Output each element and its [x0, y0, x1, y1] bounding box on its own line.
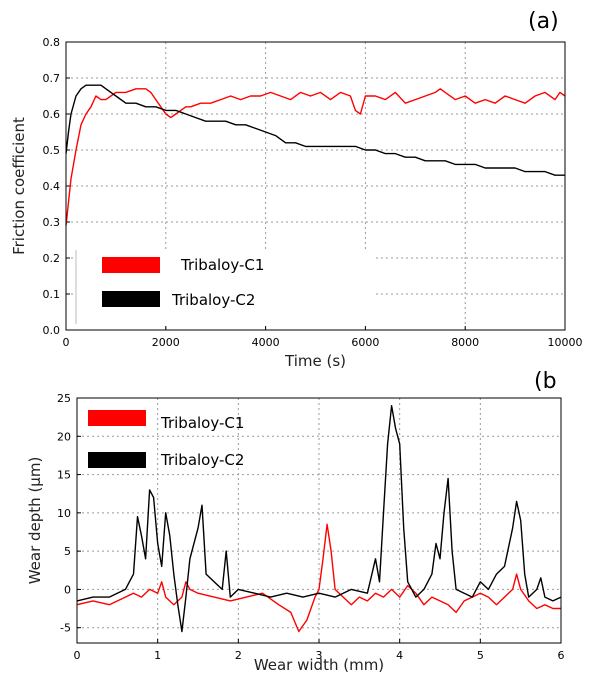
y-tick-label: 20: [57, 430, 71, 443]
legend-swatch: [88, 410, 146, 426]
y-tick-label: 0: [64, 583, 71, 596]
series-line-tribaloy-c2: [65, 84, 565, 176]
x-tick-label: 0: [74, 649, 81, 662]
legend-label: Tribaloy-C1: [160, 414, 244, 432]
y-tick-label: 0.4: [43, 180, 61, 193]
friction-coefficient-chart: 0 2000 4000 6000 8000 10000 0.0 0.1 0.2 0.3 0.4 0.5…: [10, 36, 583, 370]
plot-frame: [65, 41, 566, 331]
x-tick-label: 10000: [548, 336, 583, 349]
y-tick-label: 0.6: [43, 108, 61, 121]
x-tick-label: 4000: [252, 336, 280, 349]
y-tick-label: 15: [57, 469, 71, 482]
series-line-tribaloy-c2: [76, 405, 562, 633]
legend-label: Tribaloy-C1: [180, 256, 264, 274]
x-tick-label: 6: [558, 649, 565, 662]
x-tick-label: 6000: [351, 336, 379, 349]
x-tick-label: 0: [63, 336, 70, 349]
x-axis-title: Wear width (mm): [254, 656, 384, 674]
y-tick-label: 0.3: [43, 216, 61, 229]
x-tick-label: 5: [477, 649, 484, 662]
panel-b-label: (b: [534, 369, 557, 394]
y-tick-label: 0.5: [43, 144, 61, 157]
series-line-tribaloy-c1: [76, 523, 561, 633]
wear-depth-chart: 0 1 2 3 4 5 6 25 20 15 10 5 0 -5 Tribaloy-C1 Tribaloy-C…: [26, 392, 565, 674]
y-axis-title: Wear depth (µm): [26, 457, 44, 585]
x-tick-label: 4: [396, 649, 403, 662]
x-axis-title: Time (s): [284, 352, 346, 370]
y-tick-label: -5: [60, 622, 71, 635]
panel-a-label: (a): [528, 9, 559, 34]
legend-swatch: [102, 257, 160, 273]
x-tick-label: 1: [154, 649, 161, 662]
y-tick-label: 0.7: [43, 72, 61, 85]
x-tick-label: 3: [316, 649, 323, 662]
series-line-tribaloy-c1: [65, 88, 566, 226]
y-tick-label: 0.1: [43, 288, 61, 301]
legend-label: Tribaloy-C2: [160, 451, 244, 469]
legend-swatch: [102, 291, 160, 307]
y-tick-label: 0.0: [43, 324, 61, 337]
y-axis-title: Friction coefficient: [10, 117, 28, 255]
x-tick-label: 2: [235, 649, 242, 662]
x-tick-label: 8000: [451, 336, 479, 349]
y-tick-label: 0.8: [43, 36, 61, 49]
y-tick-label: 5: [64, 545, 71, 558]
x-tick-label: 2000: [152, 336, 180, 349]
legend-label: Tribaloy-C2: [171, 291, 255, 309]
y-tick-label: 10: [57, 507, 71, 520]
y-tick-label: 25: [57, 392, 71, 405]
legend-swatch: [88, 452, 146, 468]
plot-frame: [76, 397, 562, 644]
y-tick-label: 0.2: [43, 252, 61, 265]
